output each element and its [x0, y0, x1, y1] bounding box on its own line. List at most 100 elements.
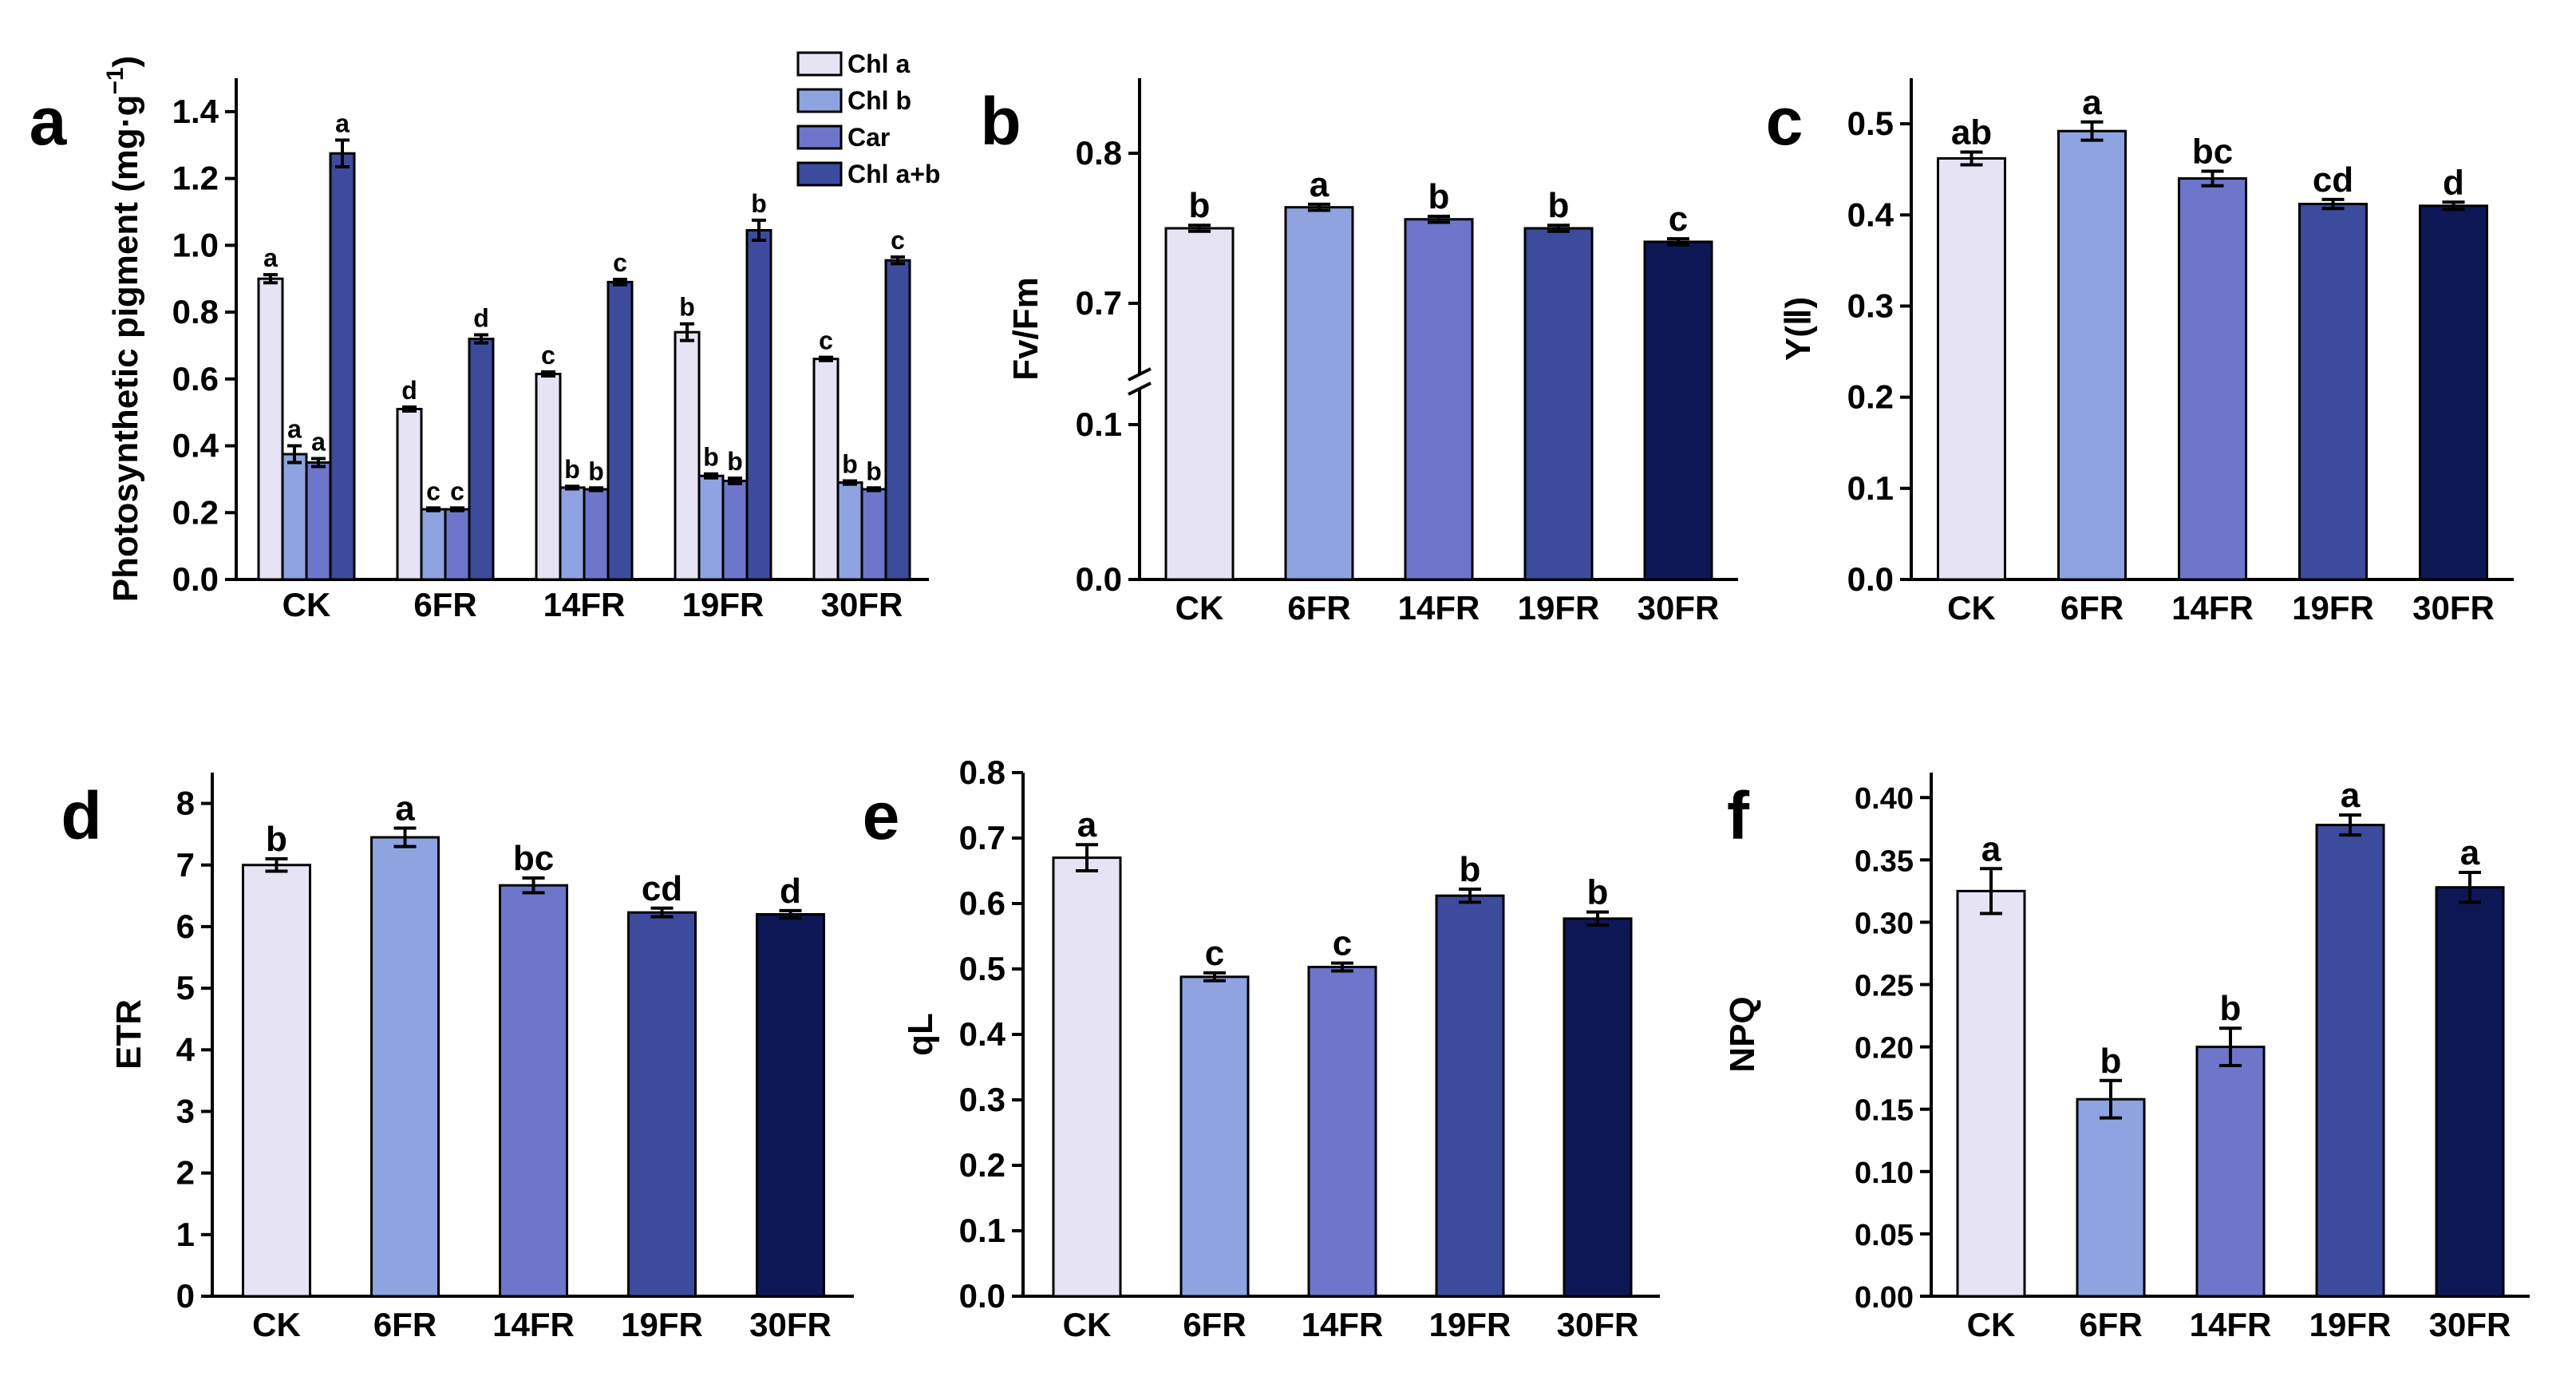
x-tick-label: 6FR	[1183, 1306, 1246, 1343]
panel-letter-e: e	[863, 778, 900, 853]
panel-b: b 0.0 0.1 0.7 0.8 Fv/Fm b a b b c CK 6FR 14FR 19FR 30FR	[980, 78, 1738, 627]
panel-letter-f: f	[1727, 778, 1750, 853]
y-tick-label: 0.4	[959, 1015, 1006, 1053]
bar	[627, 911, 697, 1298]
y-tick-label: 5	[176, 969, 195, 1006]
y-tick-label: 0.2	[1847, 378, 1894, 416]
x-tick-label: 14FR	[492, 1306, 575, 1343]
bar	[2076, 1097, 2146, 1298]
x-tick-label: 6FR	[373, 1306, 437, 1343]
y-tick-label: 0.00	[1855, 1281, 1914, 1315]
significance-label: b	[1189, 186, 1211, 225]
y-tick-label: 0.0	[1076, 560, 1122, 598]
bar-chl-a	[257, 277, 284, 581]
significance-label: b	[751, 189, 767, 218]
x-tick-label: 30FR	[1638, 589, 1720, 627]
y-tick-label: 0	[176, 1277, 195, 1315]
legend-swatch	[796, 88, 843, 113]
bar-chl-a	[396, 407, 423, 581]
x-tick-label: 19FR	[2309, 1306, 2392, 1343]
significance-label: b	[679, 293, 695, 322]
y-tick-label: 0.0	[172, 560, 219, 598]
significance-label: c	[541, 341, 555, 370]
y-tick-label: 8	[176, 785, 195, 822]
y-axis-e: 0.0 0.1 0.2 0.3 0.4 0.5 0.6 0.7 0.8	[959, 753, 1025, 1315]
x-tick-label: 19FR	[1429, 1306, 1511, 1343]
bar	[1523, 227, 1594, 581]
panel-d: d 0 1 2 3 4 5 6 7 8 ETR b a bc cd d CK 6FR 14FR 19FR 30FR	[61, 773, 854, 1343]
bar	[1643, 240, 1713, 581]
y-axis-a: 0.0 0.2 0.4 0.6 0.8 1.0 1.2 1.4	[172, 78, 238, 598]
significance-label: b	[1548, 186, 1570, 225]
bar	[756, 913, 825, 1298]
y-axis-title: qL	[901, 1013, 940, 1056]
significance-label: b	[588, 457, 604, 485]
x-tick-label: 19FR	[2292, 589, 2374, 627]
bar	[1284, 206, 1354, 581]
panel-f: f 0.00 0.05 0.10 0.15 0.20 0.25 0.30 0.35 0.40 NPQ…	[1723, 773, 2530, 1343]
significance-label: b	[727, 447, 743, 476]
y-tick-label: 4	[176, 1030, 196, 1068]
bar-chl-a-b	[606, 280, 634, 581]
significance-label: a	[2341, 776, 2361, 815]
y-tick-label: 0.15	[1855, 1094, 1914, 1128]
bar	[1179, 975, 1250, 1298]
y-tick-label: 0.6	[959, 884, 1006, 922]
y-tick-label: 0.8	[959, 753, 1006, 791]
x-tick-label: 14FR	[1398, 589, 1480, 627]
x-tick-label: 6FR	[413, 586, 476, 623]
significance-label: cd	[2313, 160, 2353, 200]
x-tick-label: 14FR	[1302, 1306, 1384, 1343]
significance-label: c	[1669, 200, 1688, 239]
panel-letter-c: c	[1766, 84, 1804, 159]
bar-chl-b	[420, 508, 447, 581]
legend-label: Chl b	[847, 86, 911, 115]
bars-c: ab a bc cd d	[1937, 83, 2488, 581]
bar-chl-b	[559, 486, 586, 581]
y-axis-title-text: NPQ	[1723, 996, 1762, 1072]
y-tick-label: 1.4	[172, 93, 219, 130]
x-tick-label: 19FR	[621, 1306, 703, 1343]
significance-label: b	[2220, 989, 2242, 1028]
significance-label: b	[266, 820, 287, 859]
significance-label: d	[2443, 163, 2464, 202]
bars-f: a b b a a	[1956, 776, 2505, 1298]
panel-letter-d: d	[61, 778, 101, 853]
x-tick-label: CK	[1967, 1306, 2016, 1343]
x-tick-label: 30FR	[2412, 589, 2495, 627]
y-tick-label: 2	[176, 1154, 195, 1192]
legend-label: Chl a	[847, 49, 910, 78]
x-tick-label: 19FR	[682, 586, 765, 623]
significance-label: a	[1310, 165, 1329, 204]
y-axis-title-text: Photosynthetic pigment (mg·g	[106, 95, 145, 603]
y-axis-title: NPQ	[1723, 996, 1762, 1072]
significance-label: a	[2460, 833, 2480, 872]
legend-label: Chl a+b	[847, 160, 940, 188]
x-tick-label: 14FR	[2171, 589, 2254, 627]
bar-chl-b	[836, 481, 863, 581]
panel-letter-b: b	[980, 84, 1021, 159]
bar-chl-a-b	[884, 259, 911, 581]
bar	[2178, 177, 2247, 581]
x-tick-label: 6FR	[2060, 589, 2124, 627]
significance-label: bc	[2192, 132, 2233, 171]
y-tick-label: 0.2	[172, 493, 219, 531]
significance-label: a	[335, 109, 350, 137]
significance-label: a	[1981, 829, 2001, 868]
bar-chl-a	[674, 330, 701, 581]
significance-label: cd	[642, 869, 682, 908]
x-tick-label: 19FR	[1518, 589, 1600, 627]
bar-car	[860, 488, 887, 581]
bars-e: a c c b b	[1052, 805, 1633, 1298]
y-tick-label: 6	[176, 908, 195, 945]
significance-label: a	[2082, 83, 2102, 122]
y-tick-label: 0.5	[959, 950, 1006, 987]
x-tick-label: CK	[282, 586, 331, 623]
bars-d: b a bc cd d	[242, 789, 825, 1298]
bars-b: ba b b c	[1164, 165, 1713, 581]
significance-label: a	[311, 427, 326, 456]
bar	[1937, 156, 2006, 581]
axis-break-mark	[1128, 367, 1152, 382]
y-tick-label: 0.1	[1847, 469, 1894, 507]
x-tick-label: 30FR	[1557, 1306, 1639, 1343]
